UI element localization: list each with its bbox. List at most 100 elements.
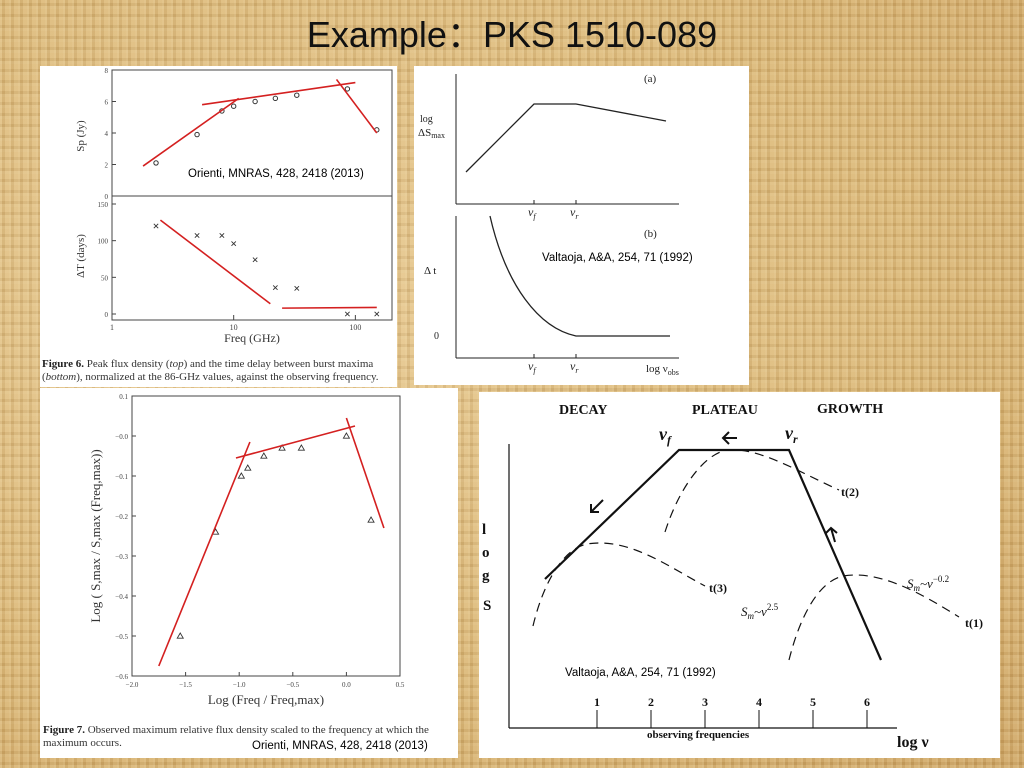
valtaoja-ab-panel: (a) log ΔSmax νf νr (b) Δ t 0 νf νr log … <box>414 66 749 385</box>
fig7-ytick-label: 0.1 <box>119 393 128 401</box>
fig7-caption: Figure 7. Observed maximum relative flux… <box>43 724 429 749</box>
stages-xtick-label: 6 <box>864 695 870 709</box>
fig7-frame <box>131 395 401 677</box>
fig6-top-ytick-label: 0 <box>105 193 109 201</box>
arrow-plateau-icon <box>721 431 737 445</box>
fig6-xtick-label: 100 <box>349 323 361 332</box>
stages-xtick-label: 2 <box>648 695 654 709</box>
stages-plateau-label: PLATEAU <box>692 403 758 418</box>
fig6-bottom-point <box>153 223 159 229</box>
panel-b-nu-f: νf <box>528 359 537 375</box>
fig6-top-point <box>272 95 279 102</box>
panel-b-ylabel: Δ t <box>424 265 436 277</box>
fig6-bottom-point <box>252 257 258 263</box>
fig7-citation: Orienti, MNRAS, 428, 2418 (2013) <box>252 740 428 752</box>
fig6-bottom-frame <box>111 195 393 321</box>
fig6-top-point <box>230 103 237 109</box>
fig7-xtick-label: −1.5 <box>179 681 192 689</box>
fig6-top-fit-line <box>142 97 240 167</box>
fig6-bottom-point <box>374 311 380 317</box>
fig7-xlabel: Log (Freq / Freq,max) <box>208 692 324 707</box>
fig7-point <box>367 516 375 523</box>
figure-7-panel: 0.1 −0.0 −0.1 −0.2 −0.3 −0.4 −0.5 −0.6 −2.0 −1.5… <box>40 388 458 758</box>
fig6-bottom-ytick-label: 0 <box>105 311 109 319</box>
fig7-ytick-label: −0.6 <box>115 673 128 681</box>
fig7-ytick-label: −0.1 <box>115 473 128 481</box>
slide-title: Example：PKS 1510-089 <box>306 14 718 55</box>
fig7-xtick-label: −1.0 <box>233 681 246 689</box>
fig7-point <box>243 464 252 471</box>
fig7-xtick-label: 0.0 <box>342 681 351 689</box>
fig7-ytick-label: −0.0 <box>115 433 128 441</box>
fig6-top-point <box>294 92 300 98</box>
fig7-point <box>278 444 286 451</box>
panel-a-label: (a) <box>644 73 657 85</box>
curve-t2 <box>664 449 840 533</box>
arrow-growth-icon <box>824 526 838 543</box>
panel-b-curve <box>489 215 670 337</box>
fig6-bottom-ylabel: ΔT (days) <box>75 234 87 278</box>
panel-b-label: (b) <box>644 228 657 240</box>
fig7-point <box>237 472 246 479</box>
stages-decay-label: DECAY <box>559 403 608 418</box>
stages-ylabel-o: o <box>482 545 490 561</box>
fig6-citation: Orienti, MNRAS, 428, 2418 (2013) <box>188 168 364 180</box>
fig6-bottom-ytick-label: 100 <box>98 238 109 246</box>
fig6-xtick-label: 1 <box>110 323 114 332</box>
stages-nu-f: νf <box>659 424 672 447</box>
fig6-top-ytick-label: 2 <box>105 162 109 170</box>
valtaoja-stages-panel: DECAY PLATEAU GROWTH νf νr l o g S t(2 <box>479 392 1000 758</box>
stages-xtick-label: 4 <box>756 695 762 709</box>
stages-growth-label: GROWTH <box>817 402 883 417</box>
fig7-xtick-label: 0.5 <box>396 681 405 689</box>
stages-xtick-label: 3 <box>702 695 708 709</box>
panel-a-nu-r: νr <box>570 205 579 221</box>
stages-ylabel-g: g <box>482 568 490 584</box>
fig6-top-ytick-label: 8 <box>105 67 109 75</box>
fig6-xlabel: Freq (GHz) <box>224 331 280 345</box>
fig7-fit-line <box>158 441 251 667</box>
stages-ylabel-l: l <box>482 522 486 538</box>
panel-b-xlabel: log νobs <box>646 363 679 377</box>
fig7-ytick-label: −0.2 <box>115 513 128 521</box>
fig6-top-ytick-label: 4 <box>105 130 109 138</box>
curve-t1 <box>788 574 960 661</box>
fig6-bottom-point <box>344 311 350 317</box>
fig6-top-point <box>344 86 351 92</box>
stages-nu-r: νr <box>785 423 798 446</box>
panel-a-ylabel-log: log <box>420 114 433 125</box>
fig7-point <box>260 452 268 459</box>
fig7-point <box>176 632 185 639</box>
panel-a-curve <box>465 103 667 173</box>
fig6-bottom-point <box>294 285 300 291</box>
fig6-bottom-fit-line <box>159 219 271 305</box>
fig6-bottom-ytick-label: 150 <box>98 201 109 209</box>
fig6-bottom-point <box>231 241 237 247</box>
figure-6-panel: 0 2 4 6 8 0 50 100 150 1 10 100 Sp (Jy) ΔT (days)… <box>40 66 397 387</box>
sm-low-label: Sm~ν2.5 <box>741 602 779 621</box>
fig6-bottom-ytick-label: 50 <box>101 274 109 282</box>
fig7-fit-line <box>345 417 385 529</box>
stages-xaxis-label: log ν <box>897 734 929 751</box>
fig7-fit-line <box>235 425 356 459</box>
fig6-top-ytick-label: 6 <box>105 99 109 107</box>
panel-b-nu-r: νr <box>570 359 579 375</box>
fig6-top-ylabel: Sp (Jy) <box>75 120 87 152</box>
stages-xtick-label: 5 <box>810 695 816 709</box>
fig7-point <box>342 432 351 439</box>
stages-ylabel-s: S <box>483 598 491 614</box>
label-t1: t(1) <box>965 616 983 630</box>
fig6-top-point <box>252 98 258 105</box>
panel-a-nu-f: νf <box>528 205 537 221</box>
panel-a-ylabel-ds: ΔSmax <box>418 127 445 140</box>
fig7-ytick-label: −0.4 <box>115 593 128 601</box>
arrow-decay-icon <box>590 499 604 513</box>
fig6-xtick-label: 10 <box>230 323 238 332</box>
fig6-bottom-fit-line <box>282 306 377 309</box>
fig6-top-point <box>194 131 200 138</box>
fig7-xtick-label: −2.0 <box>126 681 139 689</box>
stages-xtick-label: 1 <box>594 695 600 709</box>
fig7-ytick-label: −0.3 <box>115 553 128 561</box>
label-t2: t(2) <box>841 485 859 499</box>
label-t3: t(3) <box>709 581 727 595</box>
